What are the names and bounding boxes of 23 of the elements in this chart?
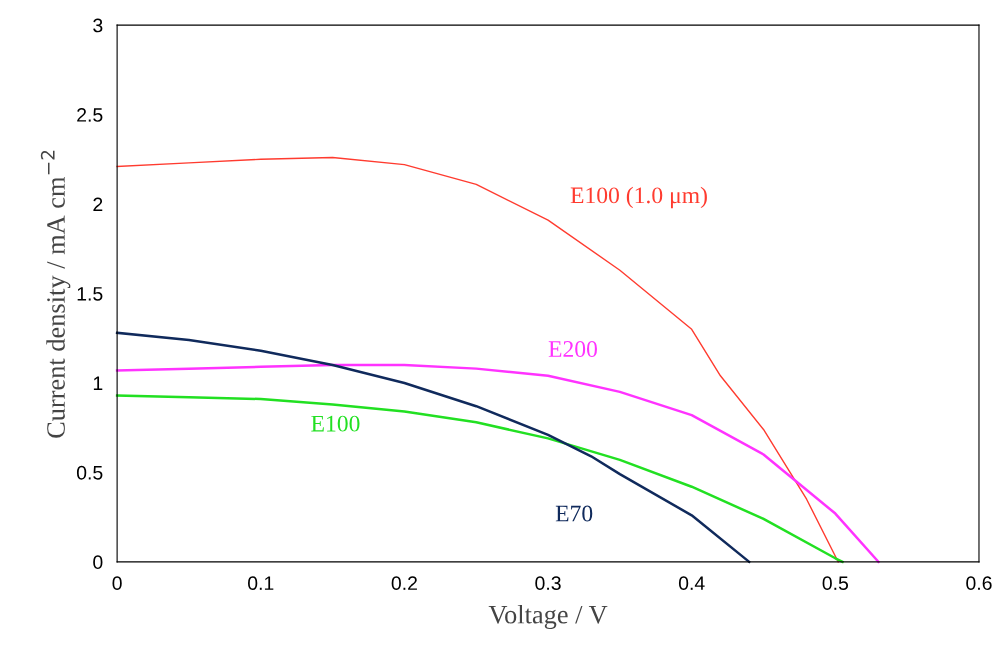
series-label: E200: [548, 341, 597, 357]
y-tick-label: 2.5: [77, 108, 103, 122]
x-tick-label: 0: [112, 576, 122, 591]
x-axis-title: Voltage / V: [488, 604, 608, 629]
y-tick-label: 0: [93, 555, 103, 570]
x-tick-label: 0.1: [248, 576, 274, 591]
line-series: [115, 331, 751, 564]
series-label: E70: [555, 505, 593, 522]
y-tick-label: 3: [93, 18, 103, 33]
y-tick-label: 0.5: [76, 465, 103, 480]
x-tick-label: 0.5: [822, 576, 849, 591]
line-series: [115, 394, 844, 564]
line-series: [115, 363, 880, 564]
y-tick-label: 1: [93, 376, 103, 390]
y-axis-title: Current density / mA cm$^{−2}$: [40, 150, 71, 438]
series-label: E100 (1.0 μm): [570, 186, 707, 209]
x-tick-label: 0.4: [678, 576, 705, 591]
x-tick-label: 0.2: [391, 576, 417, 591]
series-label: E100: [311, 415, 360, 432]
x-tick-label: 0.6: [966, 576, 992, 591]
x-tick-label: 0.3: [535, 576, 561, 591]
y-tick-label: 2: [93, 197, 103, 212]
y-tick-label: 1.5: [77, 287, 103, 301]
